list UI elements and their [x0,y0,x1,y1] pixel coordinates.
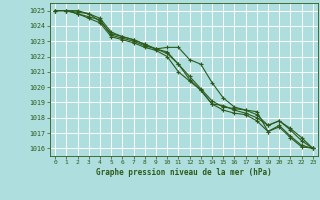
X-axis label: Graphe pression niveau de la mer (hPa): Graphe pression niveau de la mer (hPa) [96,168,272,177]
